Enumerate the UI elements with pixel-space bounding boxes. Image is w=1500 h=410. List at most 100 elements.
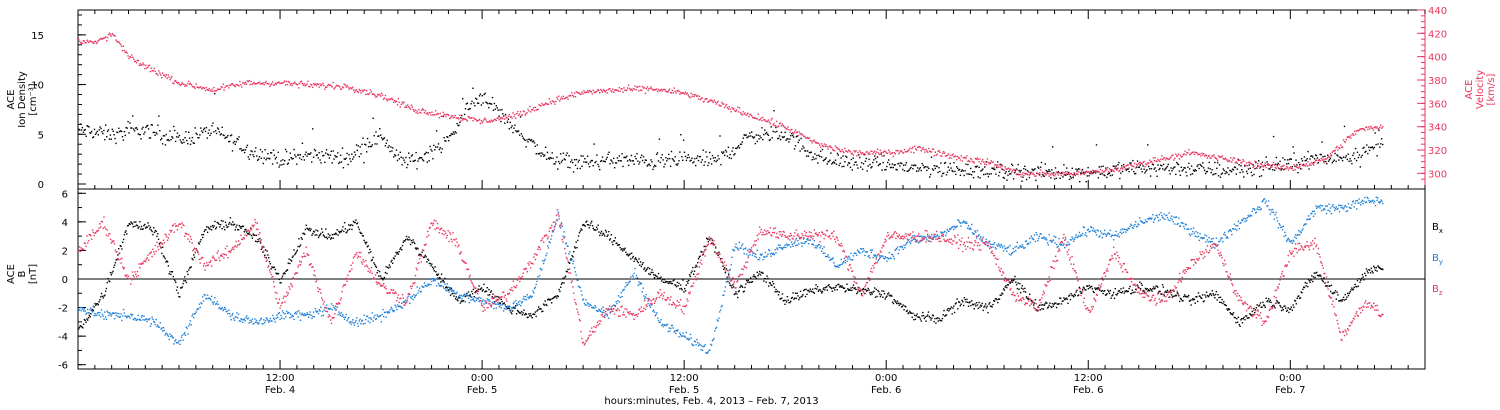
velocity-point — [619, 90, 621, 92]
bx-point — [986, 305, 988, 307]
velocity-point — [866, 151, 868, 153]
density-point — [1314, 154, 1317, 156]
density-point — [408, 152, 410, 154]
bx-point — [1319, 274, 1321, 276]
bx-point — [179, 296, 181, 298]
by-point — [282, 312, 285, 314]
density-point — [1357, 156, 1360, 159]
velocity-point — [1202, 154, 1204, 156]
velocity-point — [270, 84, 272, 86]
by-point — [206, 294, 209, 296]
bx-point — [702, 253, 705, 255]
density-point — [1238, 164, 1240, 166]
bx-point — [1342, 296, 1345, 299]
bx-point — [161, 252, 163, 255]
bx-point — [929, 317, 931, 319]
by-point — [438, 284, 440, 286]
by-point — [291, 314, 294, 317]
by-point — [454, 293, 457, 295]
bx-point — [490, 290, 493, 292]
by-point — [227, 312, 229, 315]
bx-point — [812, 291, 815, 293]
velocity-point — [228, 87, 230, 89]
bx-point — [131, 223, 134, 225]
density-point — [109, 134, 112, 136]
density-point — [837, 154, 839, 156]
velocity-point — [676, 90, 678, 92]
by-point — [318, 309, 320, 311]
by-point — [238, 320, 241, 322]
bx-point — [581, 229, 583, 231]
density-point — [1350, 160, 1352, 162]
density-point — [421, 157, 423, 159]
bx-point — [1214, 293, 1217, 296]
bx-point — [309, 230, 311, 232]
density-point — [246, 144, 249, 147]
bx-point — [555, 295, 557, 297]
bx-point — [317, 230, 319, 232]
bx-point — [732, 286, 735, 288]
density-point — [778, 135, 781, 137]
density-point — [84, 128, 86, 131]
by-point — [325, 307, 327, 309]
by-point — [237, 313, 240, 315]
bx-point — [1323, 277, 1325, 279]
bx-point — [975, 302, 978, 304]
velocity-point — [380, 95, 382, 97]
density-point — [1142, 165, 1144, 167]
bx-point — [1002, 293, 1004, 295]
velocity-point — [1157, 158, 1159, 161]
bx-point — [1285, 307, 1287, 309]
velocity-point — [925, 148, 927, 151]
bx-point — [1147, 290, 1149, 292]
bx-point — [825, 286, 827, 289]
velocity-point — [958, 157, 961, 159]
velocity-point — [487, 121, 489, 123]
velocity-point — [743, 113, 745, 115]
bx-point — [1122, 287, 1125, 289]
velocity-point — [723, 106, 726, 109]
velocity-point — [936, 153, 938, 155]
density-point — [1062, 176, 1064, 178]
velocity-point — [805, 137, 807, 139]
bx-point — [398, 250, 400, 253]
density-point — [537, 153, 539, 155]
velocity-point — [285, 80, 288, 83]
by-point — [212, 303, 214, 305]
density-point — [475, 97, 477, 100]
velocity-point — [408, 107, 411, 109]
density-point — [463, 113, 466, 116]
velocity-point — [1040, 176, 1043, 178]
bx-point — [302, 232, 304, 235]
velocity-point — [382, 98, 385, 100]
bx-point — [225, 224, 227, 226]
by-point — [155, 318, 157, 321]
density-point — [766, 133, 769, 135]
density-point — [414, 159, 416, 162]
density-point — [332, 150, 334, 152]
density-point — [938, 167, 940, 169]
velocity-point — [628, 87, 631, 90]
velocity-point — [697, 98, 700, 100]
bx-point — [646, 268, 648, 270]
velocity-point — [390, 98, 392, 100]
density-point — [444, 140, 446, 142]
bx-point — [606, 235, 608, 237]
bx-point — [353, 221, 356, 224]
velocity-point — [882, 151, 884, 154]
velocity-point — [670, 92, 673, 94]
bx-point — [1259, 302, 1262, 304]
velocity-point — [496, 117, 498, 119]
by-point — [98, 314, 100, 316]
velocity-point — [180, 83, 182, 86]
velocity-point — [814, 141, 816, 143]
bx-point — [1252, 313, 1254, 316]
velocity-point — [135, 62, 138, 64]
density-point — [585, 161, 587, 163]
density-point — [1068, 178, 1071, 181]
velocity-point — [963, 157, 965, 159]
velocity-point — [119, 42, 121, 44]
velocity-point — [988, 163, 990, 165]
velocity-point — [991, 161, 993, 164]
density-point — [366, 151, 368, 153]
